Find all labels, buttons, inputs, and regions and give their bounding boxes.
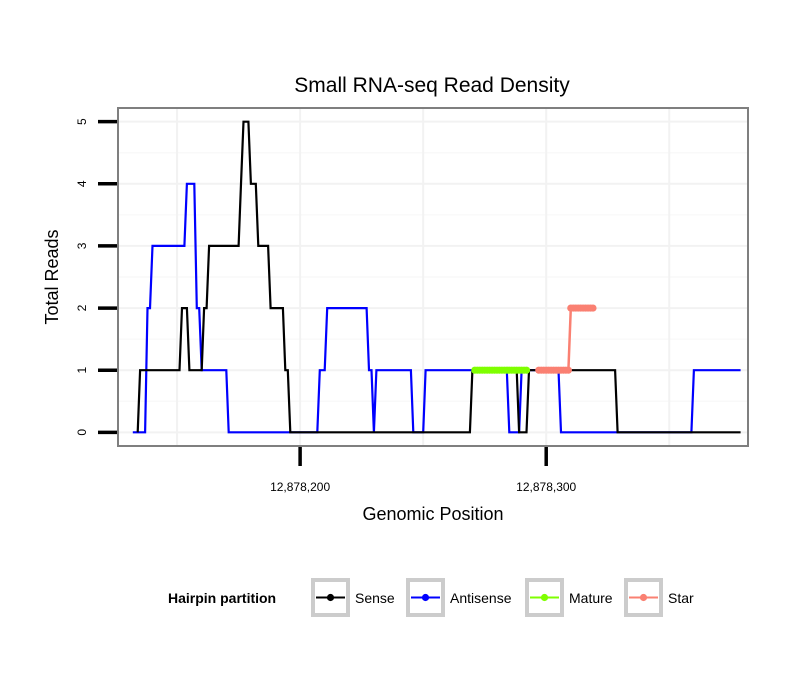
chart-title: Small RNA-seq Read Density <box>294 74 570 97</box>
legend: Hairpin partition Sense Antisense Mature St… <box>168 578 694 617</box>
legend-label: Mature <box>569 590 613 606</box>
y-axis: 0 1 2 3 4 5 <box>75 118 117 436</box>
y-tick-label: 3 <box>75 242 89 249</box>
legend-title: Hairpin partition <box>168 590 276 606</box>
data-point <box>522 366 531 374</box>
y-tick-label: 0 <box>75 429 89 436</box>
y-tick-label: 4 <box>75 180 89 187</box>
legend-item-mature: Mature <box>525 578 613 617</box>
series-star <box>535 304 597 374</box>
series-layer <box>132 120 741 434</box>
y-tick-label: 2 <box>75 304 89 311</box>
legend-key-marker <box>540 593 549 602</box>
series-sense <box>136 120 741 434</box>
series-line-sense <box>136 120 741 434</box>
y-tick-label: 5 <box>75 118 89 125</box>
x-tick-label: 12,878,300 <box>516 480 576 494</box>
data-point <box>589 304 597 312</box>
legend-key-marker <box>326 593 335 602</box>
legend-label: Antisense <box>450 590 512 606</box>
x-axis-label: Genomic Position <box>362 504 503 524</box>
y-tick-label: 1 <box>75 367 89 374</box>
x-axis: 12,878,200 12,878,300 <box>270 447 577 494</box>
legend-item-antisense: Antisense <box>406 578 512 617</box>
data-point <box>564 366 572 374</box>
legend-key-marker <box>639 593 648 602</box>
x-tick-label: 12,878,200 <box>270 480 330 494</box>
y-axis-label: Total Reads <box>42 229 62 324</box>
legend-item-sense: Sense <box>311 578 395 617</box>
legend-label: Sense <box>355 590 395 606</box>
legend-label: Star <box>668 590 694 606</box>
series-mature <box>471 366 531 374</box>
plot-border <box>117 107 749 447</box>
legend-key-marker <box>421 593 430 602</box>
legend-item-star: Star <box>624 578 694 617</box>
